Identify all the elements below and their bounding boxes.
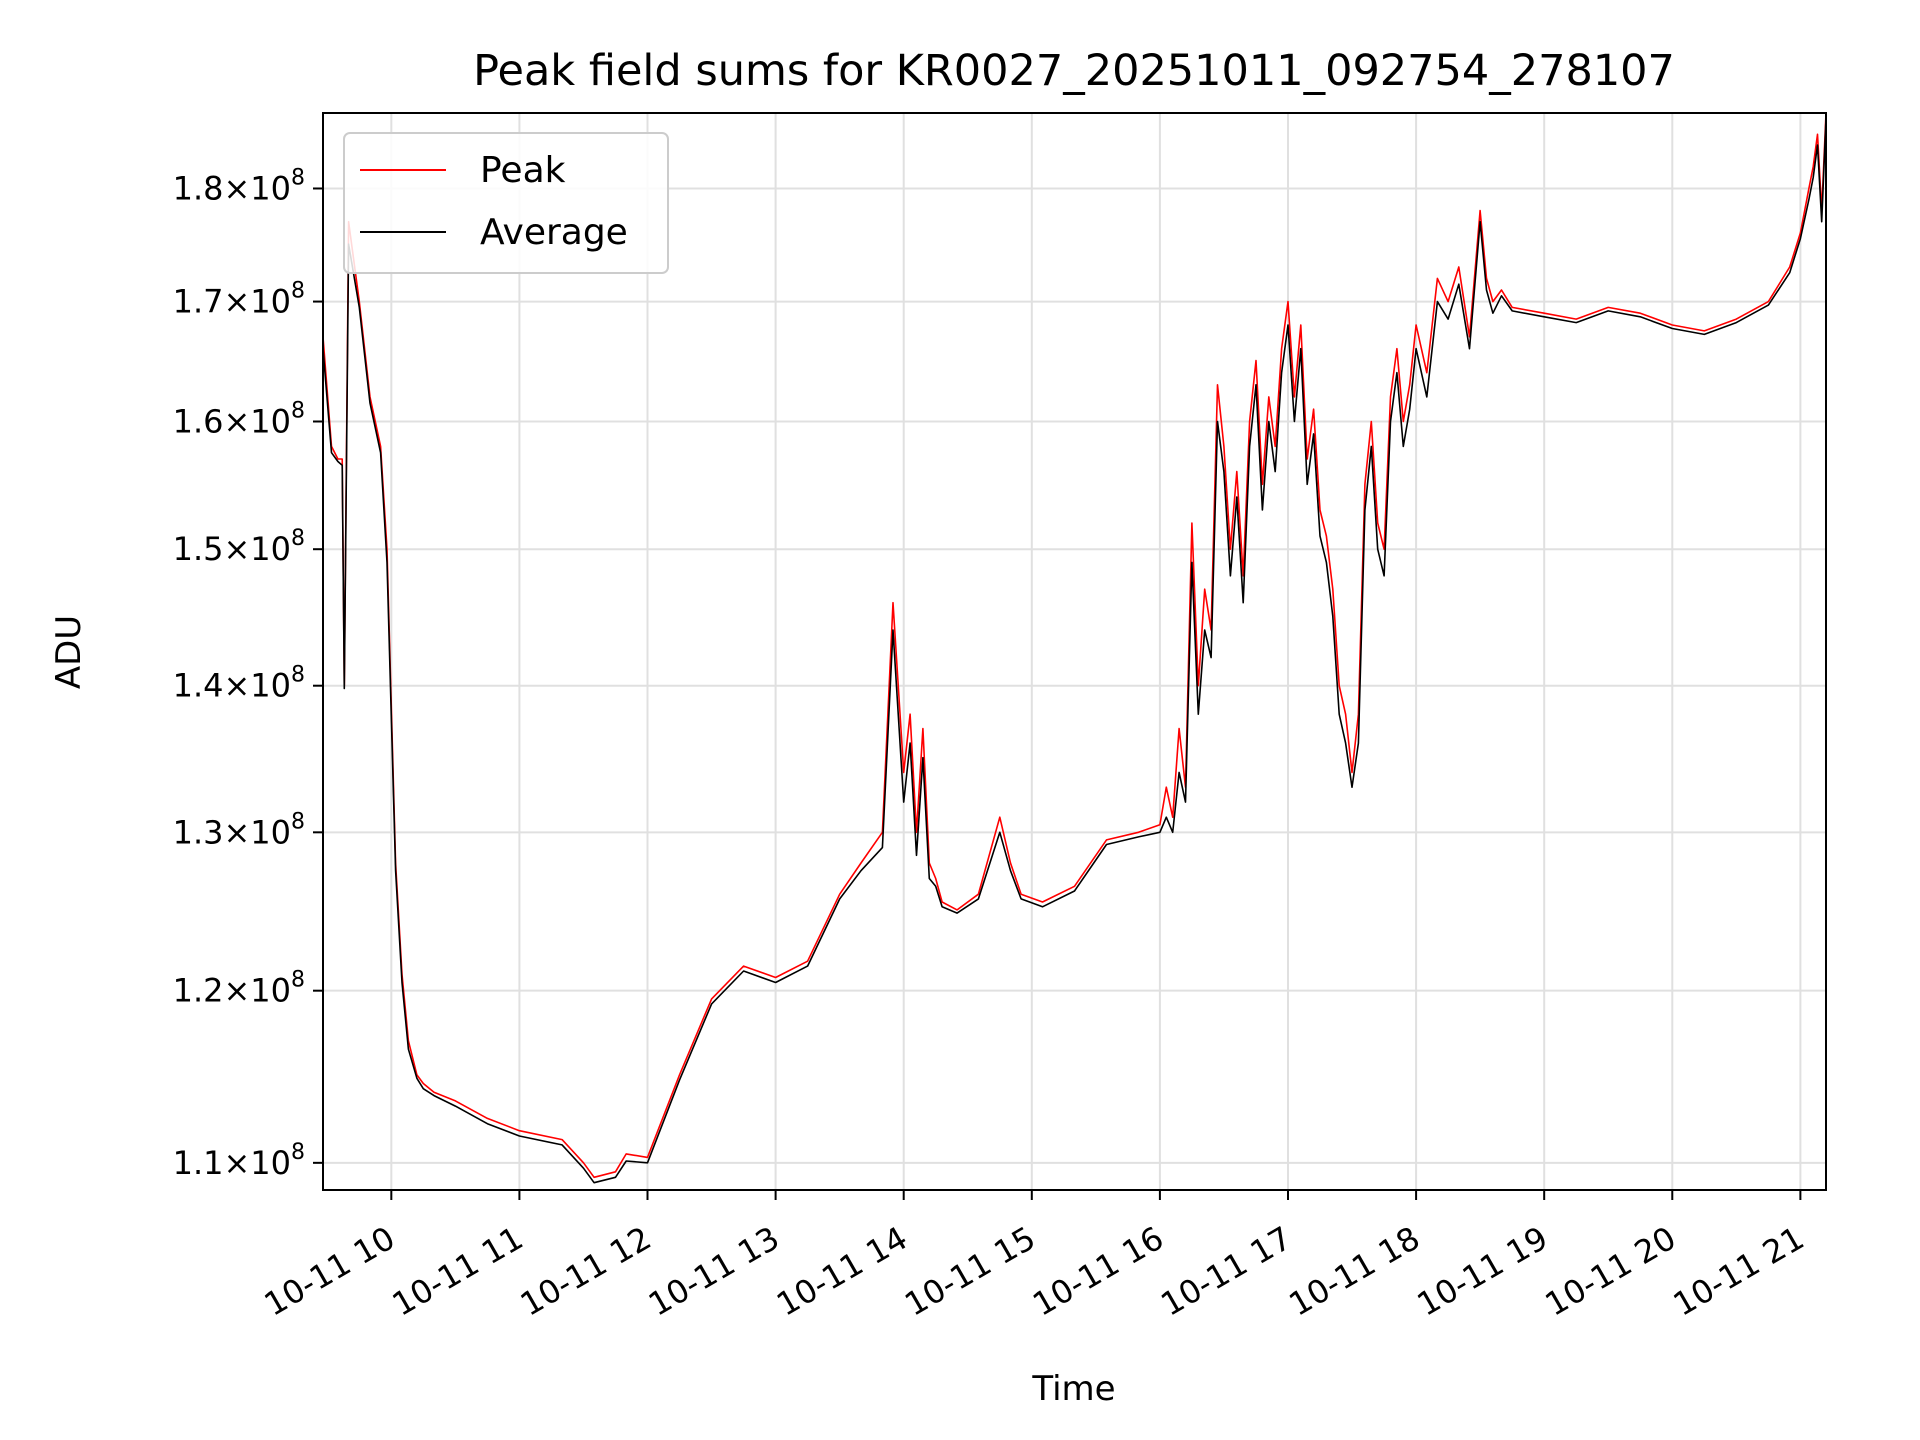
- plot-frame: [322, 112, 1827, 1191]
- y-tick-mantissa: 1.3: [173, 813, 224, 851]
- legend: Peak Average: [343, 132, 669, 274]
- y-tick-mantissa: 1.5: [173, 530, 224, 568]
- y-tick-times: ×10: [223, 972, 291, 1010]
- chart-title: Peak field sums for KR0027_20251011_0927…: [473, 46, 1675, 96]
- y-tick-mantissa: 1.2: [173, 972, 224, 1010]
- y-tick-times: ×10: [223, 403, 291, 441]
- y-tick-label: 1.4×108: [173, 663, 305, 705]
- y-tick-label: 1.7×108: [173, 279, 305, 321]
- y-tick-mantissa: 1.1: [173, 1144, 224, 1182]
- y-tick-exponent: 8: [291, 968, 305, 993]
- y-tick-times: ×10: [223, 1144, 291, 1182]
- y-tick-label: 1.6×108: [173, 399, 305, 441]
- y-axis: 1.1×1081.2×1081.3×1081.4×1081.5×1081.6×1…: [173, 165, 323, 1182]
- y-tick-times: ×10: [223, 530, 291, 568]
- y-tick-times: ×10: [223, 667, 291, 705]
- y-tick-label: 1.8×108: [173, 165, 305, 207]
- y-tick-mantissa: 1.6: [173, 403, 224, 441]
- y-tick-times: ×10: [223, 169, 291, 207]
- y-tick-exponent: 8: [291, 279, 305, 304]
- y-tick-exponent: 8: [291, 526, 305, 551]
- y-tick-times: ×10: [223, 813, 291, 851]
- grid-lines: [323, 113, 1826, 1190]
- y-axis-title: ADU: [49, 615, 89, 689]
- x-axis-title: Time: [1031, 1369, 1115, 1409]
- legend-label-peak: Peak: [480, 150, 566, 191]
- y-tick-label: 1.1×108: [173, 1140, 305, 1182]
- y-tick-exponent: 8: [291, 663, 305, 688]
- y-tick-mantissa: 1.8: [173, 169, 224, 207]
- y-tick-label: 1.2×108: [173, 968, 305, 1010]
- series-line-average: [322, 118, 1827, 1184]
- y-tick-exponent: 8: [291, 1140, 305, 1165]
- series-line-peak: [322, 112, 1827, 1179]
- y-tick-exponent: 8: [291, 809, 305, 834]
- legend-label-average: Average: [480, 212, 628, 253]
- y-tick-label: 1.3×108: [173, 809, 305, 851]
- y-tick-mantissa: 1.4: [173, 667, 224, 705]
- y-tick-exponent: 8: [291, 399, 305, 424]
- y-tick-mantissa: 1.7: [173, 283, 224, 321]
- y-tick-label: 1.5×108: [173, 526, 305, 568]
- series-layer: [322, 112, 1827, 1184]
- legend-box: [343, 132, 669, 274]
- y-tick-times: ×10: [223, 283, 291, 321]
- y-tick-exponent: 8: [291, 165, 305, 190]
